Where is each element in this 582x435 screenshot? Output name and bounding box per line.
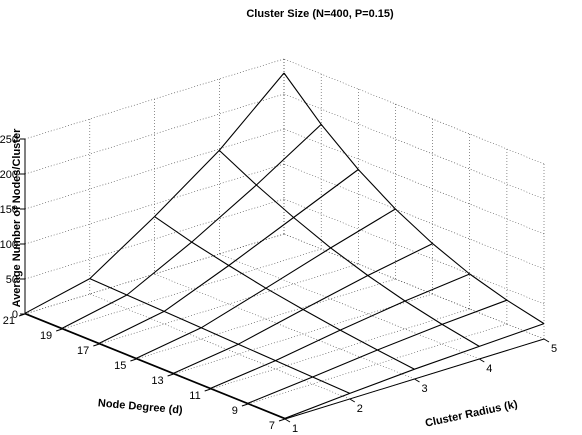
side-wall-gridline bbox=[283, 58, 545, 165]
y-tick-label: 15 bbox=[114, 360, 126, 372]
y-tick-label: 17 bbox=[77, 345, 89, 357]
floor-gridline-x bbox=[154, 273, 415, 380]
y-tick-label: 19 bbox=[40, 330, 52, 342]
y-tick-label: 21 bbox=[3, 315, 15, 327]
surface-line-radius-4 bbox=[218, 149, 480, 347]
x-tick-mark bbox=[284, 418, 291, 423]
surface-line-degree-7 bbox=[284, 323, 545, 419]
tick-labels: 1 2 3 4 5 7 9 11 13 15 17 19 210 50 100 150 200 250 bbox=[0, 134, 557, 435]
surface-mesh bbox=[24, 72, 545, 419]
y-tick-label: 7 bbox=[269, 420, 275, 432]
x-axis-label: Cluster Radius (k) bbox=[424, 398, 519, 429]
y-tick-mark bbox=[278, 418, 286, 422]
x-tick-label: 1 bbox=[292, 423, 298, 435]
z-tick-label: 100 bbox=[0, 239, 18, 251]
y-tick-label: 11 bbox=[189, 390, 200, 402]
y-tick-mark bbox=[241, 403, 249, 407]
floor-gridline-x bbox=[89, 293, 350, 400]
y-tick-mark bbox=[56, 328, 63, 332]
chart-title: Cluster Size (N=400, P=0.15) bbox=[246, 8, 394, 20]
x-tick-label: 5 bbox=[551, 343, 557, 355]
z-tick-label: 50 bbox=[6, 274, 18, 286]
y-tick-mark bbox=[167, 373, 174, 377]
side-wall-gridline bbox=[283, 233, 545, 340]
surface-line-radius-1 bbox=[24, 312, 286, 419]
y-tick-label: 13 bbox=[151, 375, 163, 387]
surface-line-degree-9 bbox=[247, 299, 508, 404]
surface-line-degree-13 bbox=[173, 243, 433, 374]
floor-gridline-x bbox=[219, 253, 480, 360]
surface-line-radius-3 bbox=[154, 216, 415, 370]
y-tick-mark bbox=[204, 388, 211, 392]
side-wall-gridline bbox=[283, 198, 545, 305]
x-tick-mark bbox=[479, 358, 485, 363]
floor-gridline-y bbox=[210, 308, 470, 390]
y-tick-mark bbox=[130, 358, 137, 362]
surface-line-degree-17 bbox=[99, 169, 359, 344]
surface-line-degree-11 bbox=[210, 273, 470, 389]
back-wall-gridline bbox=[24, 233, 285, 315]
back-wall-gridline bbox=[24, 93, 285, 175]
grid-layer bbox=[24, 58, 545, 420]
surface-line-degree-19 bbox=[61, 123, 322, 329]
side-wall-gridline bbox=[283, 128, 545, 235]
surface-line-degree-21 bbox=[24, 72, 285, 314]
x-tick-label: 3 bbox=[422, 383, 428, 395]
axes-box bbox=[18, 138, 550, 423]
x-tick-label: 2 bbox=[357, 403, 363, 415]
back-wall-gridline bbox=[24, 163, 285, 245]
floor-gridline-y bbox=[62, 248, 322, 330]
y-axis-label: Node Degree (d) bbox=[97, 397, 183, 416]
z-tick-label: 200 bbox=[0, 169, 18, 181]
z-tick-label: 150 bbox=[0, 204, 18, 216]
back-wall-gridline bbox=[24, 58, 285, 140]
floor-gridline-y bbox=[136, 278, 396, 360]
floor-gridline-y bbox=[173, 293, 433, 375]
floor-gridline-y bbox=[247, 323, 507, 405]
surface-line-degree-15 bbox=[136, 208, 396, 359]
y-axis-line bbox=[24, 313, 286, 420]
z-tick-label: 0 bbox=[12, 309, 18, 321]
surface-line-radius-5 bbox=[283, 72, 545, 325]
side-wall-gridline bbox=[283, 93, 545, 200]
x-tick-mark bbox=[543, 338, 550, 343]
back-wall-gridline bbox=[24, 128, 285, 210]
surface-line-radius-2 bbox=[89, 278, 351, 394]
y-tick-label: 9 bbox=[232, 405, 238, 417]
x-tick-label: 4 bbox=[486, 363, 492, 375]
y-tick-mark bbox=[93, 343, 100, 347]
floor-gridline-y bbox=[99, 263, 359, 345]
x-tick-mark bbox=[349, 398, 356, 403]
z-axis-label: Average Number of Nodes/Cluster bbox=[11, 128, 23, 307]
back-wall-gridline bbox=[24, 198, 285, 280]
z-tick-label: 250 bbox=[0, 134, 18, 146]
x-tick-mark bbox=[414, 378, 420, 383]
